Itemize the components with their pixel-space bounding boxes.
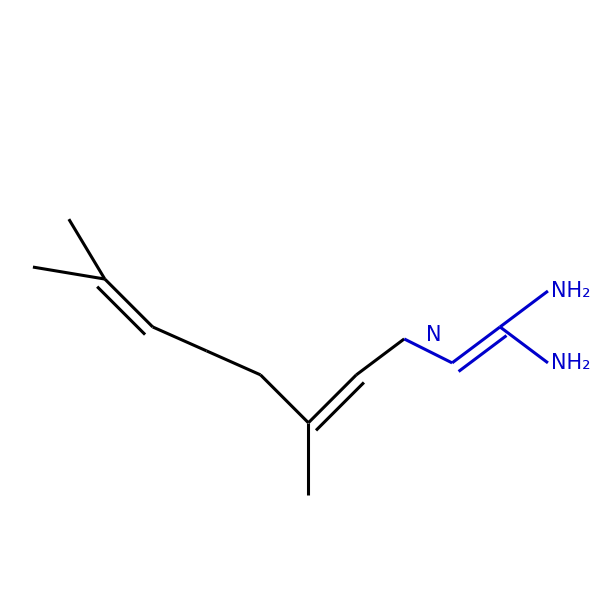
Text: N: N	[426, 325, 442, 345]
Text: NH₂: NH₂	[551, 353, 590, 373]
Text: NH₂: NH₂	[551, 281, 590, 301]
